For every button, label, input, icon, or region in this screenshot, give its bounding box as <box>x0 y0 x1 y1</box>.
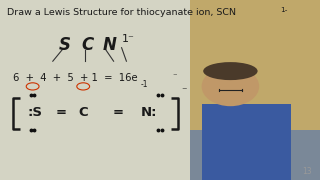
Text: 1-: 1- <box>281 7 288 13</box>
Text: :S: :S <box>27 106 42 119</box>
Text: C: C <box>78 106 88 119</box>
Text: Draw a Lewis Structure for thiocyanate ion, SCN: Draw a Lewis Structure for thiocyanate i… <box>7 8 236 17</box>
Text: N: N <box>102 36 116 54</box>
Text: -1: -1 <box>140 80 148 89</box>
Text: =: = <box>113 106 124 119</box>
Text: ⁻: ⁻ <box>172 72 177 81</box>
Ellipse shape <box>203 62 258 80</box>
Text: N:: N: <box>141 106 157 119</box>
Text: =: = <box>56 106 67 119</box>
Text: 1⁻: 1⁻ <box>122 34 134 44</box>
Bar <box>190 0 320 130</box>
Bar <box>190 130 320 180</box>
Text: ⁻: ⁻ <box>181 86 187 96</box>
Text: 13: 13 <box>302 167 312 176</box>
Bar <box>0 0 190 180</box>
Bar <box>202 104 291 180</box>
Text: C: C <box>81 36 93 54</box>
Ellipse shape <box>202 67 259 106</box>
Text: S: S <box>59 36 71 54</box>
Text: 6  +  4  +  5  + 1  =  16e: 6 + 4 + 5 + 1 = 16e <box>13 73 138 83</box>
